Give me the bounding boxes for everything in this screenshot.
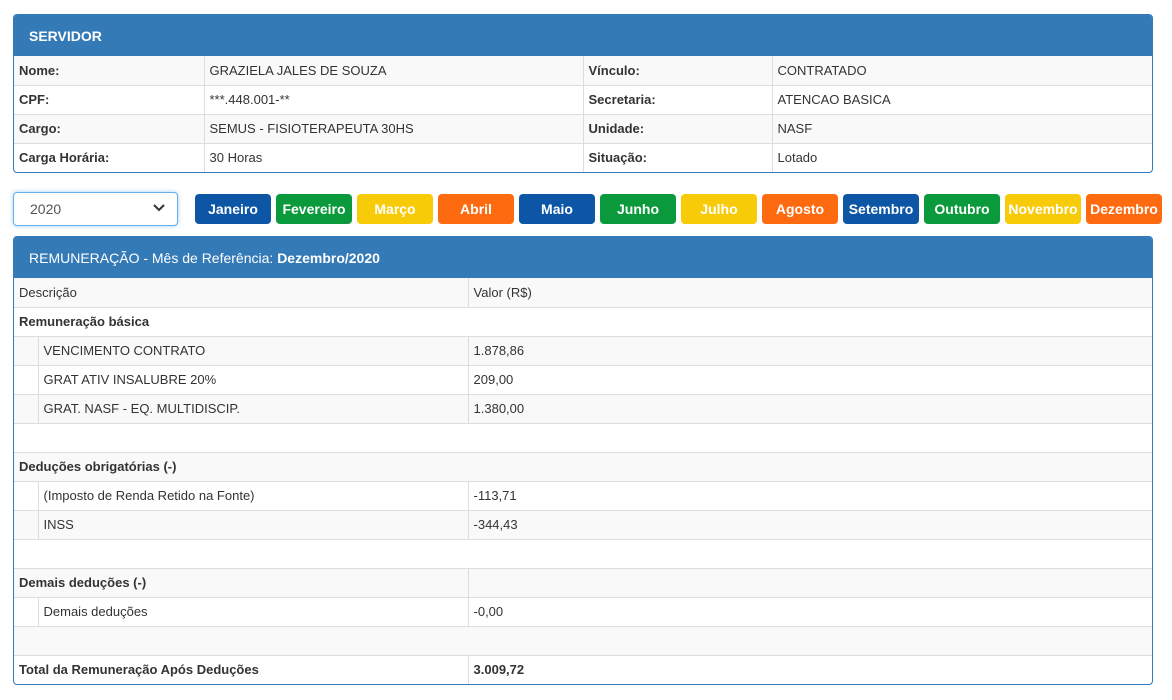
total-row: Total da Remuneração Após Deduções 3.009… (14, 654, 1152, 684)
item-desc: VENCIMENTO CONTRATO (37, 335, 469, 366)
section-label-demais: Demais deduções (-) (14, 567, 469, 598)
month-button-junho[interactable]: Junho (600, 194, 676, 224)
spacer-cell (14, 538, 1152, 569)
servidor-row-nome: Nome: GRAZIELA JALES DE SOUZA Vínculo: C… (14, 56, 1152, 86)
servidor-panel: SERVIDOR Nome: GRAZIELA JALES DE SOUZA V… (13, 14, 1153, 173)
servidor-panel-title: SERVIDOR (14, 15, 1152, 56)
servidor-row-cargo: Cargo: SEMUS - FISIOTERAPEUTA 30HS Unida… (14, 113, 1152, 144)
spacer-row (14, 422, 1152, 453)
table-row: INSS -344,43 (14, 509, 1152, 540)
table-row: VENCIMENTO CONTRATO 1.878,86 (14, 335, 1152, 366)
year-select-value: 2020 (30, 201, 62, 217)
label-carga-horaria: Carga Horária: (14, 142, 205, 172)
spacer-cell (14, 422, 1152, 453)
item-desc: INSS (37, 509, 469, 540)
chevron-down-icon (153, 203, 165, 215)
value-cpf: ***.448.001-** (203, 84, 584, 115)
value-nome: GRAZIELA JALES DE SOUZA (203, 56, 584, 86)
column-header-descricao: Descrição (14, 278, 469, 308)
item-desc: GRAT. NASF - EQ. MULTIDISCIP. (37, 393, 469, 424)
item-valor: -344,43 (467, 509, 1152, 540)
table-row: (Imposto de Renda Retido na Fonte) -113,… (14, 480, 1152, 511)
total-valor: 3.009,72 (467, 654, 1152, 684)
servidor-row-cpf: CPF: ***.448.001-** Secretaria: ATENCAO … (14, 84, 1152, 115)
value-cargo: SEMUS - FISIOTERAPEUTA 30HS (203, 113, 584, 144)
value-secretaria: ATENCAO BASICA (771, 84, 1152, 115)
item-valor: -113,71 (467, 480, 1152, 511)
label-situacao: Situação: (582, 142, 773, 172)
value-vinculo: CONTRATADO (771, 56, 1152, 86)
month-button-novembro[interactable]: Novembro (1005, 194, 1081, 224)
item-valor: 1.380,00 (467, 393, 1152, 424)
label-nome: Nome: (14, 56, 205, 86)
section-row-deducoes: Deduções obrigatórias (-) (14, 451, 1152, 482)
section-label-basica: Remuneração básica (14, 306, 1152, 337)
remuneracao-title-prefix: REMUNERAÇÃO - Mês de Referência: (29, 249, 278, 266)
item-valor: 209,00 (467, 364, 1152, 395)
label-vinculo: Vínculo: (582, 56, 773, 86)
indent-cell (14, 596, 39, 627)
section-label-deducoes: Deduções obrigatórias (-) (14, 451, 1152, 482)
section-row-demais: Demais deduções (-) (14, 567, 1152, 598)
section-demais-empty (467, 567, 1152, 598)
month-button-fevereiro[interactable]: Fevereiro (276, 194, 352, 224)
table-row: GRAT ATIV INSALUBRE 20% 209,00 (14, 364, 1152, 395)
remuneracao-title-ref: Dezembro/2020 (277, 249, 380, 266)
indent-cell (14, 509, 39, 540)
item-valor: -0,00 (467, 596, 1152, 627)
year-select[interactable]: 2020 (13, 192, 178, 226)
item-valor: 1.878,86 (467, 335, 1152, 366)
label-unidade: Unidade: (582, 113, 773, 144)
label-secretaria: Secretaria: (582, 84, 773, 115)
indent-cell (14, 480, 39, 511)
label-cpf: CPF: (14, 84, 205, 115)
indent-cell (14, 364, 39, 395)
item-desc: (Imposto de Renda Retido na Fonte) (37, 480, 469, 511)
month-button-abril[interactable]: Abril (438, 194, 514, 224)
remuneracao-panel: REMUNERAÇÃO - Mês de Referência: Dezembr… (13, 236, 1153, 685)
table-header-row: Descrição Valor (R$) (14, 278, 1152, 308)
remuneracao-table: Descrição Valor (R$) Remuneração básica … (14, 278, 1152, 684)
month-button-agosto[interactable]: Agosto (762, 194, 838, 224)
remuneracao-panel-title: REMUNERAÇÃO - Mês de Referência: Dezembr… (14, 237, 1152, 278)
table-row: GRAT. NASF - EQ. MULTIDISCIP. 1.380,00 (14, 393, 1152, 424)
month-button-marco[interactable]: Março (357, 194, 433, 224)
value-situacao: Lotado (771, 142, 1152, 172)
month-button-julho[interactable]: Julho (681, 194, 757, 224)
month-button-setembro[interactable]: Setembro (843, 194, 919, 224)
servidor-table: Nome: GRAZIELA JALES DE SOUZA Vínculo: C… (14, 56, 1152, 172)
item-desc: GRAT ATIV INSALUBRE 20% (37, 364, 469, 395)
indent-cell (14, 335, 39, 366)
indent-cell (14, 393, 39, 424)
servidor-row-carga: Carga Horária: 30 Horas Situação: Lotado (14, 142, 1152, 172)
spacer-row (14, 538, 1152, 569)
spacer-cell (14, 625, 1152, 656)
month-button-maio[interactable]: Maio (519, 194, 595, 224)
month-button-janeiro[interactable]: Janeiro (195, 194, 271, 224)
table-row: Demais deduções -0,00 (14, 596, 1152, 627)
value-unidade: NASF (771, 113, 1152, 144)
value-carga-horaria: 30 Horas (203, 142, 584, 172)
month-buttons: Janeiro Fevereiro Março Abril Maio Junho… (195, 194, 1162, 224)
column-header-valor: Valor (R$) (467, 278, 1152, 308)
total-label: Total da Remuneração Após Deduções (14, 654, 469, 684)
spacer-row (14, 625, 1152, 656)
month-button-dezembro[interactable]: Dezembro (1086, 194, 1162, 224)
section-row-basica: Remuneração básica (14, 306, 1152, 337)
label-cargo: Cargo: (14, 113, 205, 144)
month-button-outubro[interactable]: Outubro (924, 194, 1000, 224)
item-desc: Demais deduções (37, 596, 469, 627)
